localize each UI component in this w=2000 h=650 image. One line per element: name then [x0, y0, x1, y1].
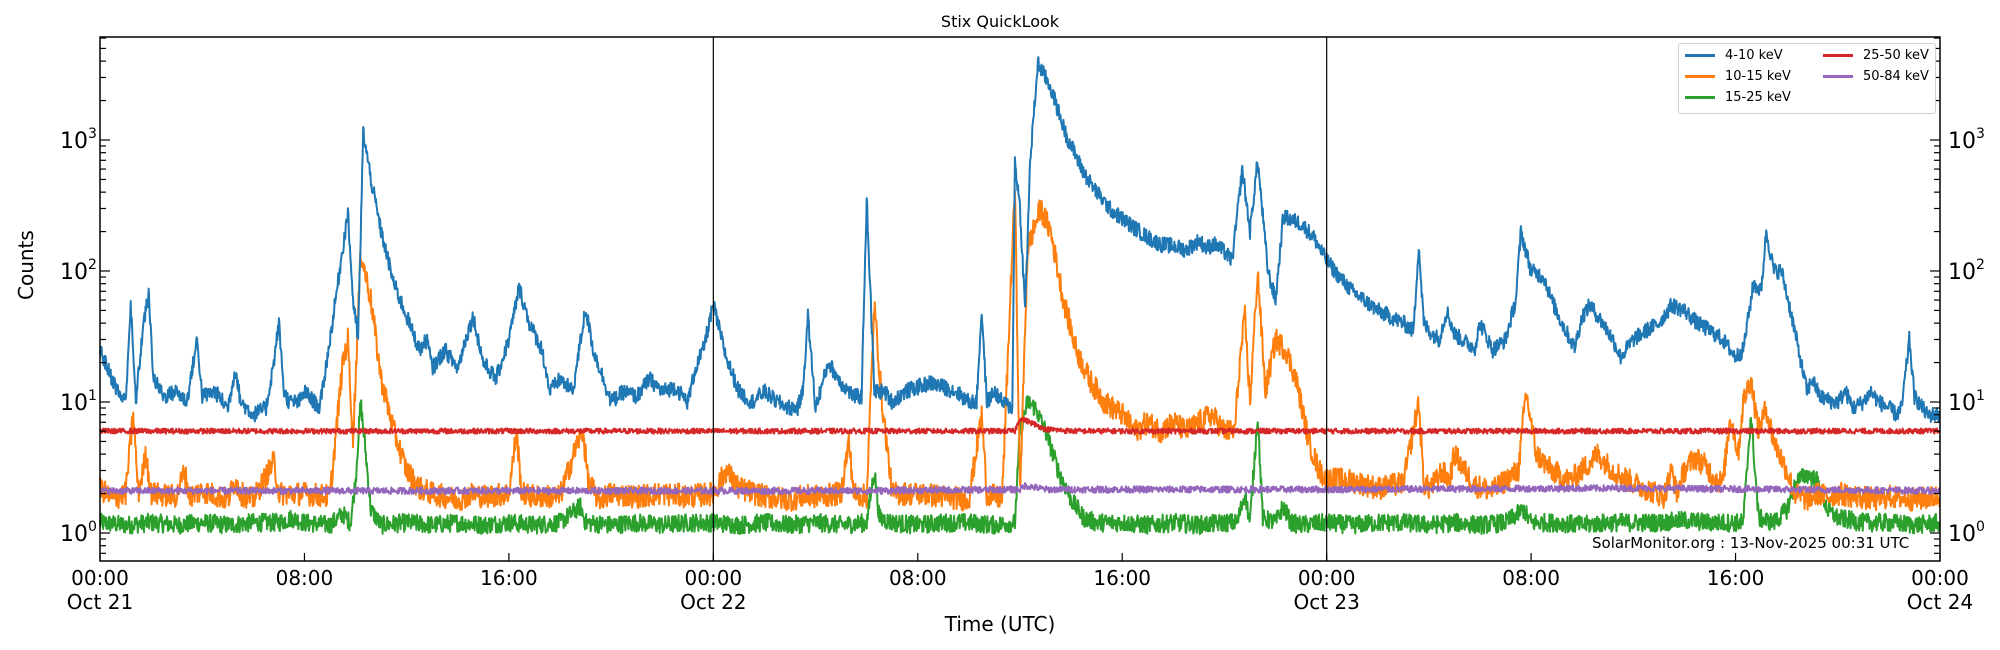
legend-swatch	[1823, 75, 1853, 78]
y-axis-label: Counts	[14, 230, 38, 300]
chart-title: Stix QuickLook	[940, 12, 1060, 31]
y-tick-label: 101	[1948, 388, 1985, 416]
series-line-4-10kev	[99, 56, 1940, 423]
x-tick-label: 00:00 Oct 23	[1293, 566, 1360, 614]
legend-item-25-50kev: 25-50 keV	[1823, 48, 1929, 63]
legend-swatch	[1823, 54, 1853, 57]
x-tick-label: 16:00	[1706, 566, 1765, 590]
legend-item-10-15kev: 10-15 keV	[1685, 69, 1791, 84]
watermark-text: SolarMonitor.org : 13-Nov-2025 00:31 UTC	[1592, 534, 1910, 552]
series-lines	[99, 56, 1941, 536]
axis-ticks	[99, 37, 1941, 561]
y-tick-label: 101	[60, 388, 97, 416]
x-tick-label: 16:00	[1093, 566, 1152, 590]
y-tick-label: 103	[60, 126, 97, 154]
x-tick-label: 08:00	[888, 566, 947, 590]
y-tick-label: 102	[1948, 257, 1985, 285]
y-tick-label: 100	[60, 519, 97, 547]
legend-swatch	[1685, 96, 1715, 99]
y-tick-label: 102	[60, 257, 97, 285]
series-line-25-50kev	[99, 416, 1941, 435]
legend-item-50-84kev: 50-84 keV	[1823, 69, 1929, 84]
x-tick-label: 00:00 Oct 22	[680, 566, 747, 614]
series-line-10-15kev	[99, 190, 1941, 512]
series-line-50-84kev	[99, 482, 1941, 496]
x-tick-label: 08:00	[275, 566, 334, 590]
legend-swatch	[1685, 75, 1715, 78]
y-tick-label: 103	[1948, 126, 1985, 154]
x-tick-label: 08:00	[1502, 566, 1560, 590]
x-tick-label: 00:00 Oct 21	[66, 566, 134, 614]
plot-frame	[99, 36, 1941, 562]
x-tick-label: 00:00 Oct 24	[1906, 566, 1974, 614]
legend-swatch	[1685, 54, 1715, 57]
legend: 4-10 keV 10-15 keV 15-25 keV 25-50 keV 5…	[1678, 43, 1936, 114]
legend-item-4-10kev: 4-10 keV	[1685, 48, 1783, 63]
y-tick-label: 100	[1948, 519, 1985, 547]
x-tick-label: 16:00	[480, 566, 538, 590]
day-separators	[712, 37, 1328, 561]
legend-item-15-25kev: 15-25 keV	[1685, 90, 1791, 105]
x-axis-label: Time (UTC)	[944, 612, 1056, 636]
